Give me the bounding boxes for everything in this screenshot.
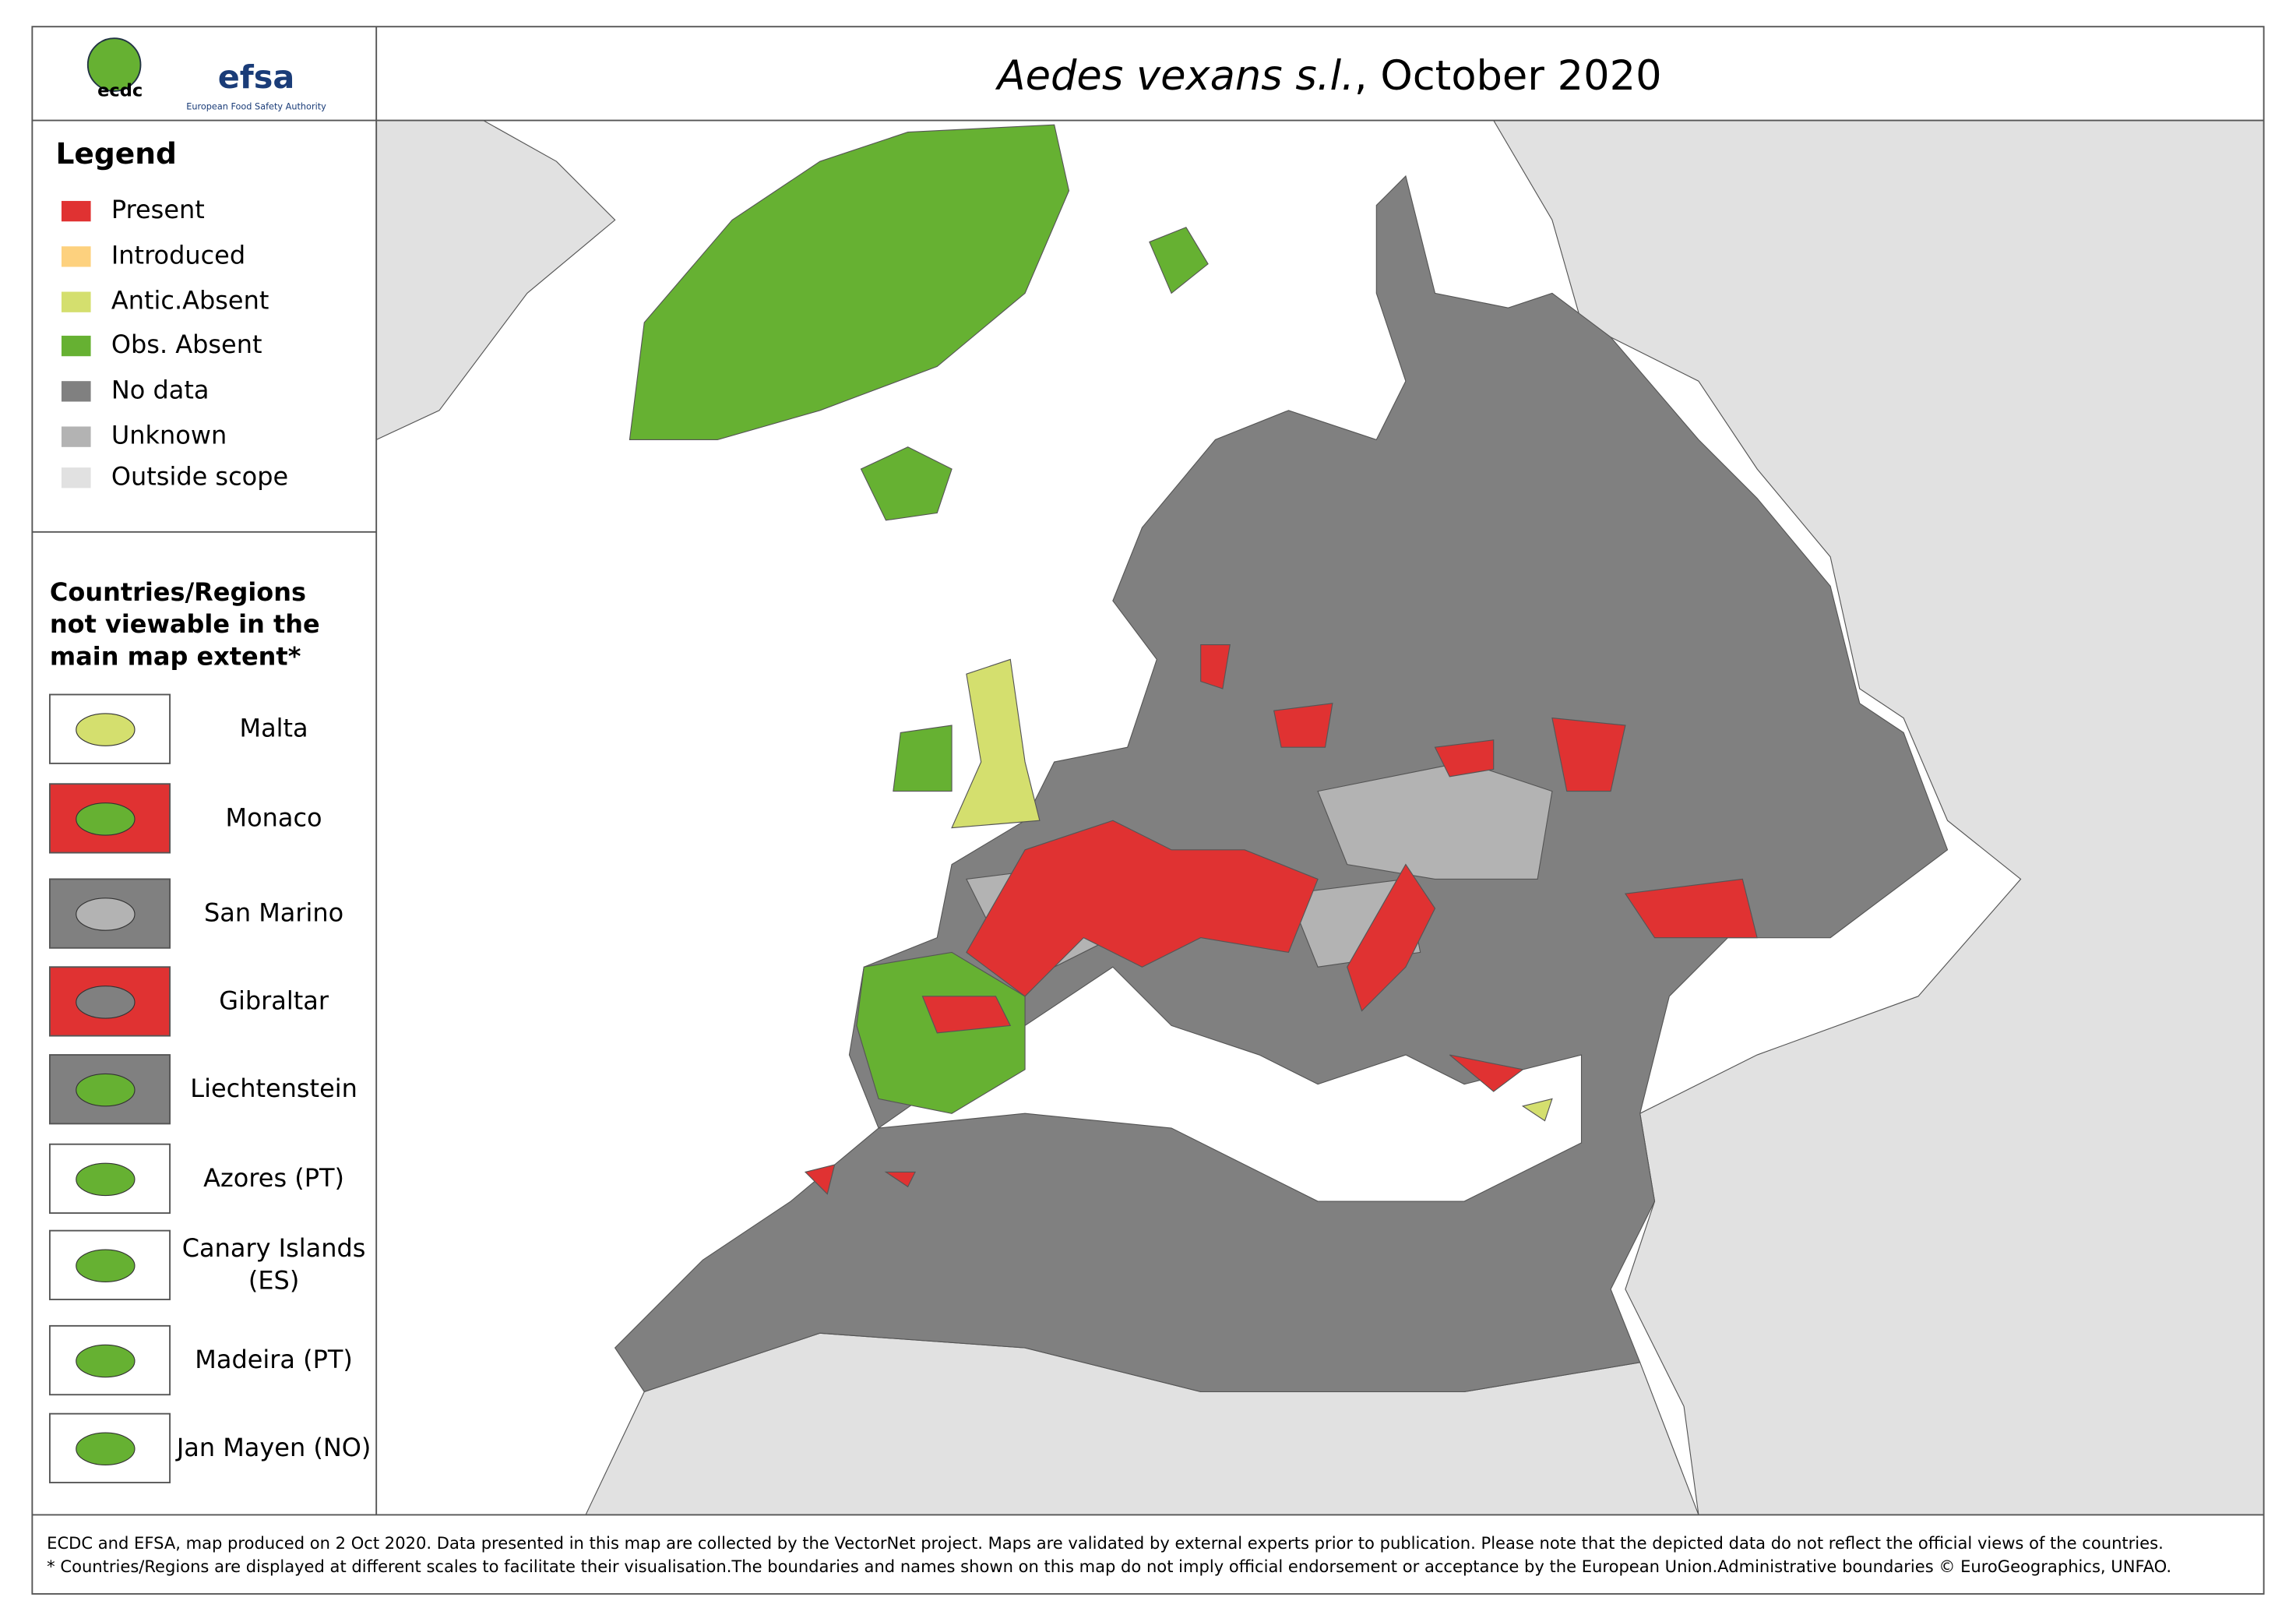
inset-label: Azores (PT) [203, 1163, 344, 1193]
title-species: Aedes vexans s.l. [995, 52, 1354, 100]
legend-swatch [61, 381, 91, 402]
inset-label: Canary Islands [182, 1233, 366, 1263]
inset-label: Monaco [226, 802, 322, 832]
legend-swatch [61, 467, 91, 488]
inset-label: San Marino [204, 898, 343, 928]
inset-heading-line: not viewable in the [50, 609, 320, 639]
legend-label: Obs. Absent [111, 330, 262, 359]
legend-label: Present [111, 195, 205, 224]
outside-scope-canada [376, 120, 616, 441]
present-regions [804, 644, 1758, 1195]
outside-scope-asia [1493, 120, 2264, 1515]
legend-label: Antic.Absent [111, 286, 269, 316]
inset-shape [76, 1432, 136, 1466]
inset-label: Liechtenstein [190, 1074, 357, 1103]
footer-line: * Countries/Regions are displayed at dif… [47, 1557, 2171, 1576]
efsa-logo-text: efsa [218, 58, 295, 96]
inset-label: Gibraltar [219, 986, 329, 1015]
legend-label: Outside scope [111, 461, 288, 491]
ireland [893, 725, 953, 792]
inset-shape [76, 1344, 136, 1378]
efsa-logo-subtitle: European Food Safety Authority [186, 102, 326, 112]
no-data-region [614, 175, 1949, 1393]
legend-items: Present Introduced Antic.Absent Obs. Absent… [61, 195, 288, 491]
title-date: , October 2020 [1354, 52, 1662, 100]
inset-shape [76, 1073, 136, 1107]
inset-shape [76, 986, 136, 1019]
iceland [860, 446, 953, 521]
legend-swatch [61, 426, 91, 447]
ecdc-logo-text: ecdc [97, 80, 143, 100]
inset-heading-line: main map extent* [50, 642, 301, 672]
legend-title: Legend [55, 136, 177, 171]
svalbard [1149, 227, 1209, 294]
ecdc-logo-globe [86, 37, 142, 92]
legend-swatch [61, 291, 91, 312]
legend-label: Introduced [111, 240, 245, 270]
footer: ECDC and EFSA, map produced on 2 Oct 202… [47, 1533, 2171, 1576]
map [376, 120, 2264, 1515]
cyprus [1521, 1098, 1553, 1122]
legend-swatch [61, 200, 91, 222]
inset-shape [76, 713, 136, 746]
legend-swatch [61, 335, 91, 357]
legend-swatch [61, 246, 91, 267]
inset-shape [76, 802, 136, 836]
inset-shape [76, 1249, 136, 1283]
legend-label: Unknown [111, 421, 227, 450]
inset-heading-line: Countries/Regions [50, 577, 306, 607]
inset-shape [76, 1162, 136, 1197]
inset-label: Madeira (PT) [195, 1345, 353, 1374]
inset-shape [76, 897, 136, 931]
inset-label: Jan Mayen (NO) [175, 1433, 372, 1462]
frames [31, 26, 2265, 1595]
map-title: Aedes vexans s.l., October 2020 [995, 52, 1662, 100]
legend-label: No data [111, 375, 210, 404]
inset-label: Malta [240, 714, 308, 743]
inset-label: (ES) [248, 1265, 299, 1295]
footer-line: ECDC and EFSA, map produced on 2 Oct 202… [47, 1533, 2164, 1553]
greenland [629, 124, 1070, 440]
inset-items: Malta Monaco San Marino Gibraltar Liechtenst… [48, 693, 372, 1483]
great-britain [951, 658, 1041, 829]
